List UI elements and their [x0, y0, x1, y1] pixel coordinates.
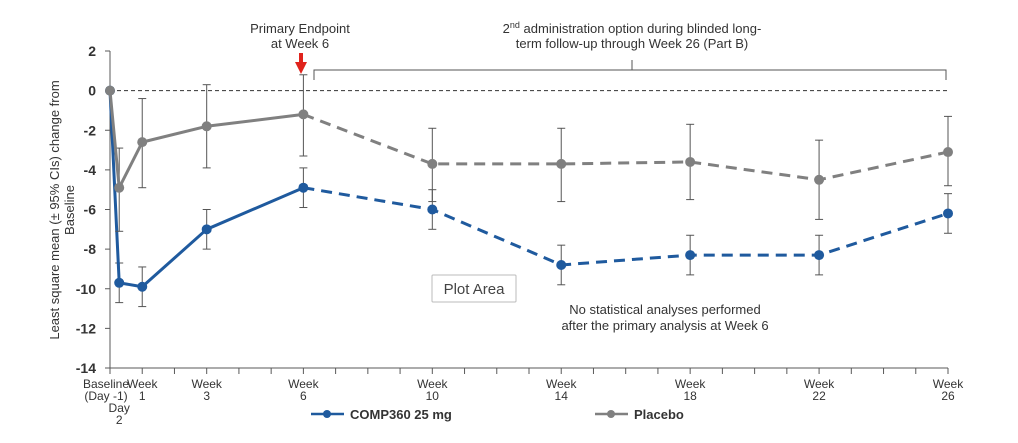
x-tick-label: (Day -1) [84, 389, 127, 403]
data-point-placebo [137, 137, 148, 148]
y-tick-label: -12 [76, 320, 96, 336]
legend-item-comp360[interactable]: COMP360 25 mg [311, 407, 452, 422]
x-tick-label: Week [288, 377, 319, 391]
legend-item-placebo[interactable]: Placebo [595, 407, 684, 422]
data-point-comp360 [137, 281, 148, 292]
y-axis-label-line1: Least square mean (± 95% CIs) change fro… [47, 80, 62, 339]
x-tick-label: Baseline [83, 377, 129, 391]
data-point-placebo [943, 147, 953, 158]
primary-endpoint-label-line1: Primary Endpoint [250, 21, 350, 36]
primary-endpoint-label-line2: at Week 6 [271, 36, 329, 51]
x-tick-label: Week [675, 377, 706, 391]
second-admin-label-line1: 2nd administration option during blinded… [503, 20, 762, 36]
x-tick-label: Week [191, 377, 222, 391]
y-tick-label: -8 [84, 241, 97, 257]
data-point-placebo [105, 85, 115, 96]
y-tick-label: 2 [88, 43, 96, 59]
data-point-comp360 [685, 250, 696, 261]
y-tick-label: -6 [84, 202, 97, 218]
second-admin-bracket [313, 60, 947, 80]
data-point-comp360 [114, 277, 125, 288]
primary-endpoint-arrow-icon [295, 53, 307, 74]
x-tick-label: Week [127, 377, 158, 391]
data-point-placebo [298, 109, 309, 120]
series-line-dashed-placebo [302, 112, 949, 182]
data-point-comp360 [201, 224, 212, 235]
plot-area-tooltip-label: Plot Area [444, 281, 506, 298]
series-layer [105, 74, 953, 308]
x-tick-label: Week [933, 377, 964, 391]
y-tick-label: -14 [76, 360, 96, 376]
x-tick-label: 1 [139, 389, 146, 403]
y-tick-label: -10 [76, 281, 96, 297]
data-point-comp360 [943, 208, 953, 219]
no-stats-label-line2: after the primary analysis at Week 6 [561, 318, 768, 333]
data-point-placebo [114, 182, 125, 193]
data-point-placebo [685, 156, 696, 167]
data-point-comp360 [814, 250, 825, 261]
x-tick-label: 2 [116, 413, 123, 427]
x-tick-label: 3 [203, 389, 210, 403]
data-point-placebo [814, 174, 825, 185]
x-tick-label: Day [109, 401, 130, 415]
x-tick-label: 26 [941, 389, 955, 403]
data-point-comp360 [427, 204, 438, 215]
x-tick-label: 18 [683, 389, 697, 403]
y-tick-label: 0 [88, 83, 96, 99]
x-tick-label: 10 [426, 389, 440, 403]
data-point-comp360 [556, 259, 567, 270]
data-point-comp360 [298, 182, 309, 193]
x-tick-label: Week [804, 377, 835, 391]
series-line-dashed-comp360 [303, 186, 949, 267]
data-point-placebo [427, 158, 438, 169]
legend: COMP360 25 mg Placebo [311, 407, 684, 422]
data-point-placebo [556, 158, 567, 169]
data-point-placebo [201, 121, 212, 132]
y-axis-label-line2: Baseline [62, 185, 77, 235]
no-stats-label-line1: No statistical analyses performed [569, 302, 760, 317]
x-tick-label: 14 [555, 389, 569, 403]
x-tick-label: Week [417, 377, 448, 391]
x-tick-label: Week [546, 377, 577, 391]
plot-area-tooltip: Plot Area [431, 274, 517, 303]
legend-label-placebo: Placebo [634, 407, 684, 422]
y-tick-label: -2 [84, 122, 97, 138]
legend-label-comp360: COMP360 25 mg [350, 407, 452, 422]
x-tick-label: 22 [812, 389, 826, 403]
x-tick-label: 6 [300, 389, 307, 403]
y-tick-label: -4 [84, 162, 97, 178]
second-admin-label-line2: term follow-up through Week 26 (Part B) [516, 36, 748, 51]
